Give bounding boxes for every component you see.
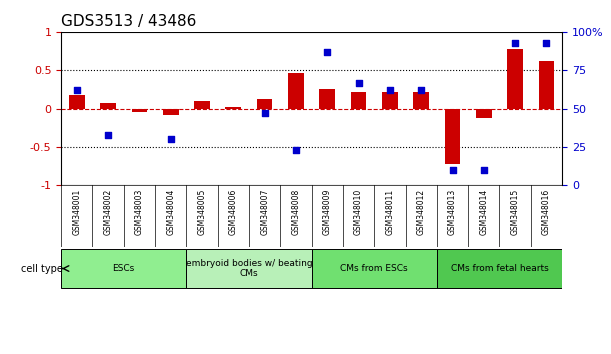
Point [291, 147, 301, 153]
Point [103, 132, 113, 138]
Text: GSM348014: GSM348014 [480, 188, 488, 235]
Text: GSM348010: GSM348010 [354, 188, 363, 235]
Point [541, 40, 551, 45]
Bar [163, 109, 178, 115]
Point [72, 87, 82, 93]
Point [416, 87, 426, 93]
Text: GSM348005: GSM348005 [197, 188, 207, 235]
Text: GSM348003: GSM348003 [135, 188, 144, 235]
Text: GSM348008: GSM348008 [291, 188, 301, 235]
Point [510, 40, 520, 45]
Bar [69, 95, 84, 109]
Bar [288, 73, 304, 109]
Point [448, 167, 458, 173]
Text: CMs from ESCs: CMs from ESCs [340, 264, 408, 273]
Text: CMs from fetal hearts: CMs from fetal hearts [451, 264, 548, 273]
Text: GSM348006: GSM348006 [229, 188, 238, 235]
Text: GSM348016: GSM348016 [542, 188, 551, 235]
FancyBboxPatch shape [61, 249, 186, 288]
Text: embryoid bodies w/ beating
CMs: embryoid bodies w/ beating CMs [186, 259, 312, 278]
Bar [320, 88, 335, 109]
Point [323, 49, 332, 55]
Text: GSM348013: GSM348013 [448, 188, 457, 235]
Bar [382, 92, 398, 109]
Text: GSM348001: GSM348001 [72, 188, 81, 235]
Text: GSM348004: GSM348004 [166, 188, 175, 235]
FancyBboxPatch shape [437, 249, 562, 288]
Point [479, 167, 489, 173]
Text: GSM348009: GSM348009 [323, 188, 332, 235]
Text: ESCs: ESCs [112, 264, 135, 273]
FancyBboxPatch shape [186, 249, 312, 288]
Text: GSM348007: GSM348007 [260, 188, 269, 235]
Point [385, 87, 395, 93]
Bar [100, 103, 116, 109]
Bar [131, 109, 147, 113]
Bar [414, 92, 429, 109]
Bar [351, 92, 367, 109]
Bar [507, 49, 523, 109]
FancyBboxPatch shape [312, 249, 437, 288]
Bar [476, 109, 492, 118]
Text: GSM348011: GSM348011 [386, 188, 394, 235]
Bar [445, 109, 460, 164]
Text: GSM348002: GSM348002 [104, 188, 112, 235]
Point [354, 80, 364, 85]
Bar [539, 61, 554, 109]
Bar [257, 99, 273, 109]
Text: GSM348012: GSM348012 [417, 188, 426, 235]
Bar [194, 101, 210, 109]
Text: GDS3513 / 43486: GDS3513 / 43486 [61, 14, 197, 29]
Text: GSM348015: GSM348015 [511, 188, 519, 235]
Point [260, 110, 269, 116]
Text: cell type: cell type [21, 263, 63, 274]
Point [166, 137, 175, 142]
Bar [225, 107, 241, 109]
